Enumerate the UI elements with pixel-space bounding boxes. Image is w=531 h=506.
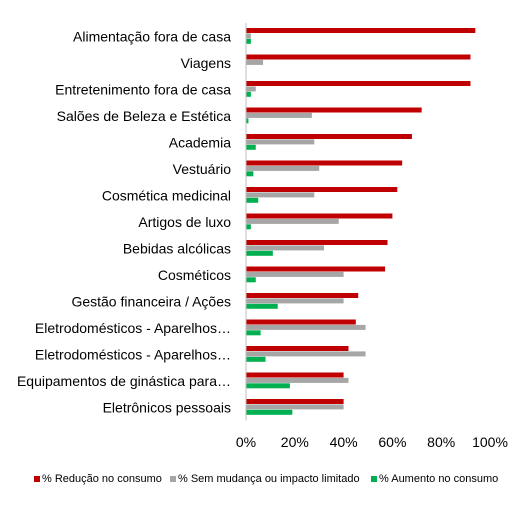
bar-aumento <box>246 224 251 230</box>
bar-aumento <box>246 383 290 389</box>
category-label: Cosméticos <box>158 267 231 283</box>
bar-reducao <box>246 372 344 378</box>
bar-sem-mudanca <box>246 86 256 92</box>
x-tick-label: 20% <box>281 434 309 450</box>
bar-aumento <box>246 171 254 177</box>
category-label: Viagens <box>181 55 231 71</box>
bar-aumento <box>246 250 273 256</box>
bar-aumento <box>246 38 251 44</box>
bar-sem-mudanca <box>246 271 344 277</box>
bar-sem-mudanca <box>246 351 366 357</box>
bar-reducao <box>246 213 393 219</box>
bar-reducao <box>246 160 403 166</box>
category-label: Salões de Beleza e Estética <box>57 108 232 124</box>
x-axis-ticks: 0% 20% 40% 60% 80% 100% <box>236 434 508 450</box>
bar-aumento <box>246 303 278 309</box>
bar-reducao <box>246 54 471 60</box>
bar-reducao <box>246 28 476 33</box>
bar-sem-mudanca <box>246 324 366 330</box>
bar-sem-mudanca <box>246 139 315 145</box>
bar-reducao <box>246 293 359 298</box>
category-label: Alimentação fora de casa <box>73 28 231 44</box>
legend-label: % Sem mudança ou impacto limitado <box>178 473 360 485</box>
category-label: Vestuário <box>173 161 232 177</box>
bar-aumento <box>246 356 266 362</box>
x-tick-label: 0% <box>236 434 256 450</box>
bar-sem-mudanca <box>246 59 264 65</box>
category-label: Entretenimento fora de casa <box>55 81 231 97</box>
bar-reducao <box>246 81 471 86</box>
category-label: Academia <box>169 134 231 150</box>
bar-aumento <box>246 91 251 97</box>
category-labels: Alimentação fora de casa Viagens Entreteni… <box>17 28 231 415</box>
legend-swatch <box>34 476 40 482</box>
x-tick-label: 100% <box>472 434 508 450</box>
bar-aumento <box>246 118 249 124</box>
bar-reducao <box>246 107 422 113</box>
bar-sem-mudanca <box>246 218 339 224</box>
bar-sem-mudanca <box>246 192 315 198</box>
bar-reducao <box>246 346 349 351</box>
bar-sem-mudanca <box>246 404 344 410</box>
bar-sem-mudanca <box>246 33 251 39</box>
bar-aumento <box>246 330 261 336</box>
category-label: Equipamentos de ginástica para… <box>17 373 231 389</box>
bar-reducao <box>246 319 356 325</box>
category-label: Cosmética medicinal <box>102 187 231 203</box>
legend-label: % Aumento no consumo <box>379 473 498 485</box>
x-tick-label: 80% <box>427 434 455 450</box>
category-label: Gestão financeira / Ações <box>71 293 231 309</box>
bar-sem-mudanca <box>246 112 312 118</box>
bar-aumento <box>246 409 293 415</box>
bar-sem-mudanca <box>246 298 344 304</box>
category-label: Bebidas alcólicas <box>123 240 231 256</box>
x-tick-label: 40% <box>330 434 358 450</box>
legend-swatch <box>371 476 377 482</box>
bar-reducao <box>246 266 386 272</box>
legend-swatch <box>170 476 176 482</box>
bar-aumento <box>246 277 256 283</box>
category-label: Eletrodomésticos - Aparelhos… <box>35 346 231 362</box>
bar-reducao <box>246 134 412 139</box>
legend-label: % Redução no consumo <box>42 473 162 485</box>
bar-reducao <box>246 399 344 404</box>
legend: % Redução no consumo % Sem mudança ou imp… <box>34 473 498 485</box>
bar-reducao <box>246 187 398 192</box>
category-label: Eletrônicos pessoais <box>103 399 231 415</box>
x-tick-label: 60% <box>378 434 406 450</box>
bar-sem-mudanca <box>246 377 349 383</box>
bar-reducao <box>246 240 388 245</box>
bar-aumento <box>246 197 259 203</box>
bar-sem-mudanca <box>246 245 325 251</box>
bars-group <box>246 28 476 415</box>
category-label: Artigos de luxo <box>138 214 231 230</box>
category-label: Eletrodomésticos - Aparelhos… <box>35 320 231 336</box>
bar-sem-mudanca <box>246 165 320 171</box>
bar-aumento <box>246 144 256 150</box>
